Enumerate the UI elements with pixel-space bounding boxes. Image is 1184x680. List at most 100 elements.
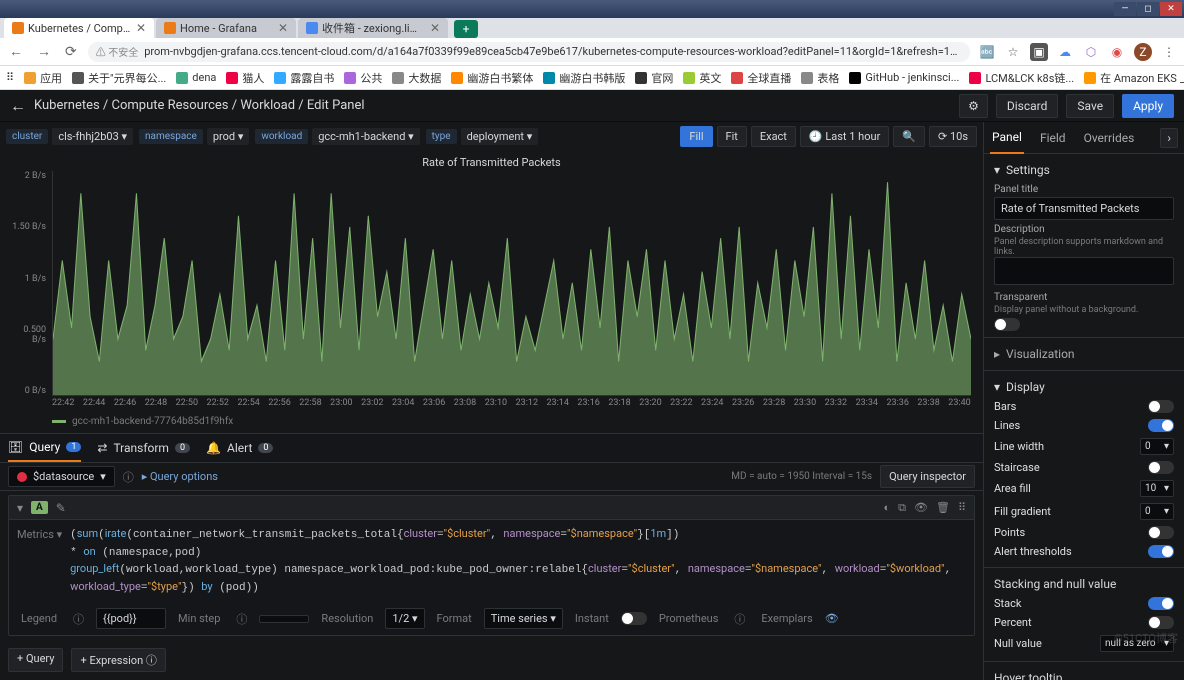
time-range-picker[interactable]: 🕘 Last 1 hour [800,126,889,147]
tab-query[interactable]: 🗄 Query 1 [8,434,81,462]
description-textarea[interactable] [994,257,1174,285]
query-inspector-button[interactable]: Query inspector [880,465,975,488]
save-button[interactable]: Save [1066,94,1114,118]
section-display-header[interactable]: ▾ Display [994,377,1174,397]
tab-panel[interactable]: Panel [990,122,1024,154]
bookmark-item[interactable]: 公共 [344,70,382,86]
help-icon[interactable]: ⓘ [123,469,134,485]
datasource-select[interactable]: $datasource▾ [8,466,115,487]
variable-value-select[interactable]: prod ▾ [207,128,250,145]
bookmark-item[interactable]: 猫人 [226,70,264,86]
close-tab-icon[interactable]: ✕ [430,21,440,35]
bookmark-item[interactable]: 全球直播 [731,70,791,86]
tab-transform[interactable]: ⇄ Transform 0 [97,435,190,461]
extension-icon-2[interactable]: ☁ [1056,43,1074,61]
stack-toggle[interactable] [1148,597,1174,610]
zoom-out-icon[interactable]: 🔍 [893,126,925,147]
browser-tab[interactable]: Kubernetes / Compute Resou...✕ [4,18,154,38]
fill-button[interactable]: Fill [680,126,712,147]
translate-icon[interactable]: 🔤 [978,43,996,61]
refresh-button[interactable]: ⟳ 10s [929,126,977,147]
bookmark-item[interactable]: 应用 [24,70,62,86]
bookmark-item[interactable]: LCM&LCK k8s链... [969,70,1074,86]
points-toggle[interactable] [1148,526,1174,539]
eye-icon[interactable]: 👁 [914,501,928,515]
bookmark-item[interactable]: 官网 [635,70,673,86]
variable-value-select[interactable]: gcc-mh1-backend ▾ [312,128,419,145]
bookmark-item[interactable]: 关于"元界每公... [72,70,166,86]
exact-button[interactable]: Exact [751,126,796,147]
plot-area[interactable] [52,171,971,396]
browser-tab[interactable]: 收件箱 - zexiong.li@dena.jp -✕ [298,18,448,38]
chart-legend[interactable]: gcc-mh1-backend-77764b85d1f9hfx [8,414,975,429]
resolution-select[interactable]: 1/2 ▾ [385,608,424,629]
alert-thresholds-toggle[interactable] [1148,545,1174,558]
minimize-button[interactable]: — [1114,2,1136,16]
avatar-icon[interactable]: Z [1134,43,1152,61]
close-tab-icon[interactable]: ✕ [278,21,288,35]
bars-toggle[interactable] [1148,400,1174,413]
variable-label: workload [255,129,308,144]
star-icon[interactable]: ☆ [1004,43,1022,61]
percent-toggle[interactable] [1148,616,1174,629]
bookmark-item[interactable]: 英文 [683,70,721,86]
section-settings-header[interactable]: ▾ Settings [994,160,1174,180]
panel-title-input[interactable] [994,197,1174,220]
query-code-editor[interactable]: (sum(irate(container_network_transmit_pa… [70,526,966,596]
min-step-input[interactable] [259,615,309,623]
instant-toggle[interactable] [621,612,647,625]
query-options-label[interactable]: ▸ Query options [142,470,218,483]
menu-icon[interactable]: ⋮ [1160,43,1178,61]
section-visualization-header[interactable]: ▸ Visualization [994,344,1174,364]
edit-icon[interactable]: ✎ [56,501,66,515]
area-fill-select[interactable]: 10▾ [1140,480,1174,497]
tab-alert[interactable]: 🔔 Alert 0 [206,435,273,461]
close-tab-icon[interactable]: ✕ [136,21,146,35]
line-width-select[interactable]: 0▾ [1140,438,1174,455]
apply-button[interactable]: Apply [1122,94,1174,118]
add-query-button[interactable]: + Query [8,648,63,672]
drag-icon[interactable]: ⠿ [958,501,966,515]
bookmark-item[interactable]: dena [176,71,216,84]
bookmark-item[interactable]: 在 Amazon EKS 上... [1084,70,1184,86]
extension-icon[interactable]: ▣ [1030,43,1048,61]
maximize-button[interactable]: ◻ [1137,2,1159,16]
back-button[interactable]: ← [6,43,26,60]
settings-icon[interactable]: ⚙ [959,94,988,118]
watermark: ©51CTO博客 [1114,630,1178,646]
browser-tab[interactable]: Home - Grafana✕ [156,18,296,38]
bookmark-item[interactable]: 表格 [801,70,839,86]
apps-icon[interactable]: ⠿ [6,71,14,84]
reload-button[interactable]: ⟳ [62,44,80,60]
tab-field[interactable]: Field [1038,123,1068,153]
bookmark-item[interactable]: 幽游白书繁体 [451,70,533,86]
duplicate-icon[interactable]: ⧉ [898,501,906,515]
url-box[interactable]: ⚠ 不安全 prom-nvbgdjen-grafana.ccs.tencent-… [88,42,970,62]
extension-icon-3[interactable]: ⬡ [1082,43,1100,61]
lines-toggle[interactable] [1148,419,1174,432]
new-tab-button[interactable]: + [454,20,478,38]
bookmark-item[interactable]: 大数据 [392,70,441,86]
exemplars-icon[interactable]: 👁 [825,612,839,625]
tab-overrides[interactable]: Overrides [1082,123,1137,153]
expand-icon[interactable]: › [1160,128,1178,148]
close-window-button[interactable]: ✕ [1160,2,1182,16]
toggle-icon[interactable]: ◐ [883,501,890,515]
forward-button[interactable]: → [34,43,54,60]
fill-gradient-select[interactable]: 0▾ [1140,503,1174,520]
staircase-toggle[interactable] [1148,461,1174,474]
add-expression-button[interactable]: + Expression ⓘ [71,648,165,672]
transparent-toggle[interactable] [994,318,1020,331]
fit-button[interactable]: Fit [717,126,747,147]
bookmark-item[interactable]: 幽游白书韩版 [543,70,625,86]
extension-icon-4[interactable]: ◉ [1108,43,1126,61]
trash-icon[interactable]: 🗑 [936,501,950,515]
discard-button[interactable]: Discard [996,94,1059,118]
bookmark-item[interactable]: 露露自书 [274,70,334,86]
bookmark-item[interactable]: GitHub - jenkinsci... [849,71,959,84]
variable-value-select[interactable]: cls-fhhj2b03 ▾ [52,128,133,145]
variable-value-select[interactable]: deployment ▾ [461,128,539,145]
format-select[interactable]: Time series ▾ [484,608,563,629]
back-arrow-icon[interactable]: ← [10,96,26,116]
legend-input[interactable]: {{pod}} [96,608,166,629]
